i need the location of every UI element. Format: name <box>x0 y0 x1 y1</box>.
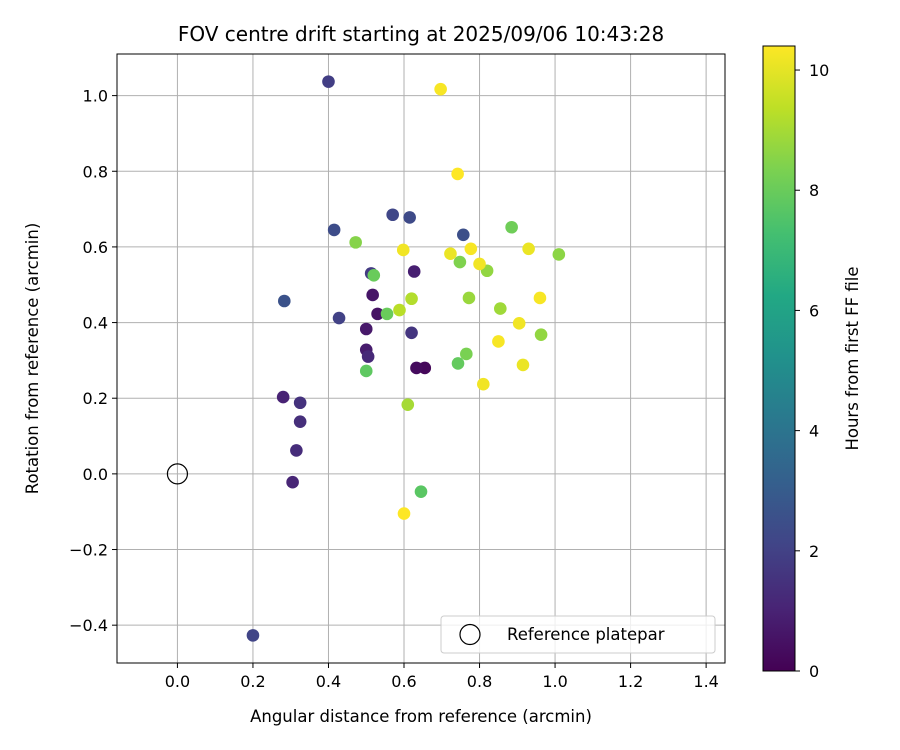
x-tick-label: 0.0 <box>165 672 190 691</box>
data-point <box>533 291 547 305</box>
data-point <box>414 485 428 498</box>
data-point <box>290 444 303 457</box>
x-tick-label: 0.8 <box>467 672 492 691</box>
x-tick-label: 1.0 <box>542 672 567 691</box>
x-axis-ticks: 0.0 0.2 0.4 0.6 0.8 1.0 1.2 1.4 <box>165 663 719 691</box>
data-point <box>393 303 406 317</box>
x-axis-label: Angular distance from reference (arcmin) <box>250 707 592 726</box>
data-point <box>359 364 373 378</box>
grid-lines <box>117 54 725 663</box>
data-point <box>522 242 535 256</box>
y-tick-label: 0.8 <box>83 162 108 181</box>
reference-marker <box>166 463 189 485</box>
data-point <box>380 307 394 321</box>
data-point <box>396 243 410 257</box>
data-point <box>332 311 346 325</box>
y-tick-label: 0.6 <box>83 238 108 257</box>
data-point <box>453 255 467 269</box>
x-tick-label: 0.2 <box>240 672 265 691</box>
colorbar-tick-label: 2 <box>809 542 819 561</box>
y-tick-label: 0.2 <box>83 389 108 408</box>
data-point <box>434 82 447 96</box>
data-point <box>322 75 335 88</box>
data-point <box>277 294 291 308</box>
plot-frame <box>116 53 726 664</box>
data-point <box>552 248 566 261</box>
x-tick-label: 0.4 <box>316 672 341 691</box>
data-point <box>464 242 478 256</box>
y-axis-label: Rotation from reference (arcmin) <box>23 223 42 495</box>
data-point <box>407 265 421 278</box>
y-tick-label: 0.4 <box>83 314 108 333</box>
legend: Reference platepar <box>440 615 716 654</box>
data-point <box>456 228 470 242</box>
y-tick-label: 1.0 <box>83 87 108 106</box>
data-point <box>246 629 260 642</box>
x-tick-label: 1.2 <box>618 672 643 691</box>
colorbar-ticks: 0 2 4 6 8 10 <box>795 61 829 681</box>
legend-label: Reference platepar <box>507 625 665 644</box>
data-point <box>405 326 418 340</box>
data-point <box>534 328 548 341</box>
data-point <box>460 347 473 361</box>
data-point <box>492 335 505 348</box>
colorbar-gradient <box>762 45 796 672</box>
data-point <box>410 361 423 375</box>
data-point <box>371 307 384 321</box>
colorbar-tick-label: 10 <box>809 61 829 80</box>
data-point <box>512 317 526 330</box>
data-point <box>367 268 381 282</box>
data-point <box>397 507 411 520</box>
data-point <box>473 257 486 271</box>
data-point <box>505 220 518 234</box>
data-point <box>462 291 476 305</box>
data-point <box>451 357 465 370</box>
y-tick-label: −0.2 <box>69 541 108 560</box>
data-points <box>246 75 566 642</box>
data-point <box>401 398 415 411</box>
colorbar-label: Hours from first FF file <box>843 266 862 450</box>
data-point <box>451 167 464 181</box>
data-point <box>386 208 399 222</box>
data-point <box>327 223 341 237</box>
data-point <box>494 302 507 315</box>
legend-marker <box>459 623 481 646</box>
colorbar-tick-label: 0 <box>809 662 819 681</box>
data-point <box>361 350 375 363</box>
data-point <box>444 247 457 261</box>
data-point <box>349 236 362 249</box>
data-point <box>405 292 418 306</box>
y-tick-label: 0.0 <box>83 465 108 484</box>
data-point <box>276 390 290 404</box>
x-tick-label: 1.4 <box>693 672 718 691</box>
data-point <box>516 358 530 372</box>
colorbar: 0 2 4 6 8 10 Hours from first FF file <box>762 45 862 681</box>
data-point <box>293 415 307 428</box>
data-point <box>366 288 379 302</box>
data-point <box>359 322 373 336</box>
colorbar-tick-label: 4 <box>809 422 819 441</box>
data-point <box>403 211 416 224</box>
colorbar-tick-label: 8 <box>809 181 819 200</box>
y-tick-label: −0.4 <box>69 616 108 635</box>
x-tick-label: 0.6 <box>391 672 416 691</box>
data-point <box>293 396 307 410</box>
data-point <box>477 377 490 391</box>
colorbar-tick-label: 6 <box>809 301 819 320</box>
chart-title: FOV centre drift starting at 2025/09/06 … <box>178 22 664 46</box>
data-point <box>286 475 299 489</box>
y-axis-ticks: −0.4 −0.2 0.0 0.2 0.4 0.6 0.8 1.0 <box>69 87 117 635</box>
legend-box <box>440 615 716 654</box>
